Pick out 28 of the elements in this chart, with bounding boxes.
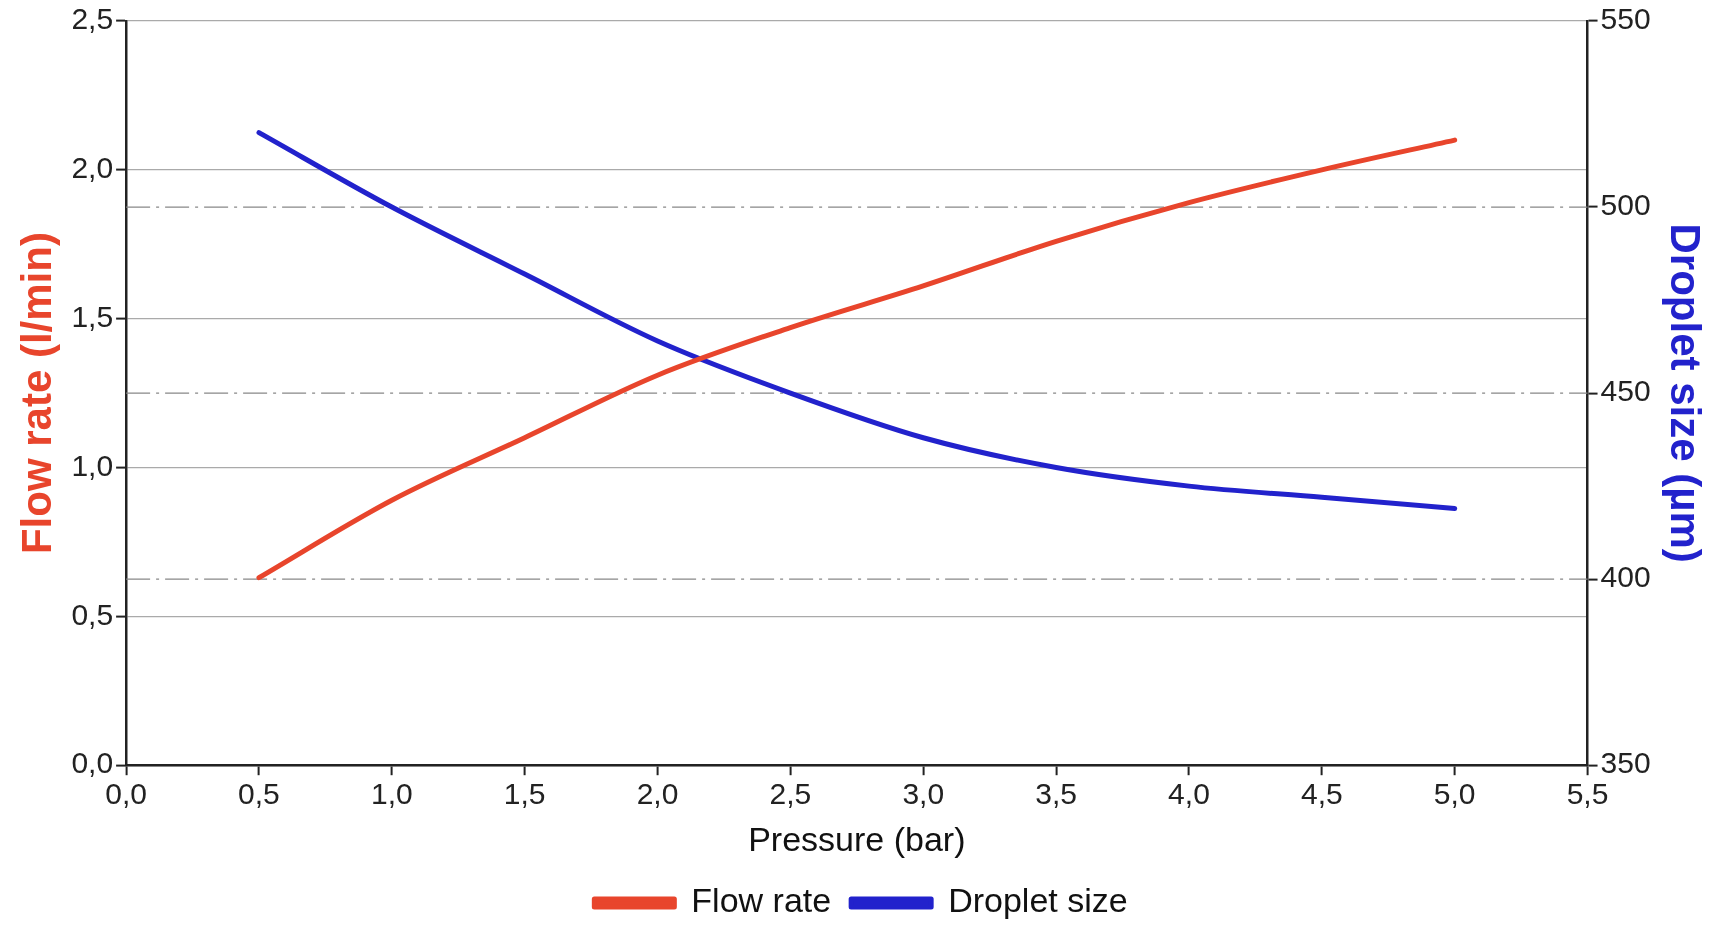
legend-label: Droplet size — [948, 881, 1128, 920]
y-tick-label: 2,5 — [71, 2, 114, 36]
legend-label: Flow rate — [691, 881, 832, 920]
x-tick-label: 3,0 — [902, 777, 945, 811]
x-tick-label: 4,5 — [1300, 777, 1343, 811]
y-tick-label: 2,0 — [71, 151, 114, 185]
x-tick-label: 1,5 — [503, 777, 546, 811]
x-tick-label: 4,0 — [1168, 777, 1210, 811]
y2-tick-label: 550 — [1600, 2, 1651, 36]
y2-tick-label: 450 — [1600, 374, 1651, 408]
x-tick-label: 5,5 — [1566, 777, 1609, 811]
x-tick-label: 1,0 — [370, 777, 413, 811]
y-tick-label: 0,5 — [71, 597, 114, 631]
x-tick-label: 0,0 — [105, 777, 147, 811]
y-tick-label: 1,5 — [71, 299, 114, 333]
y-axis-title: Flow rate (l/min) — [12, 232, 60, 555]
x-tick-label: 2,5 — [769, 777, 812, 811]
y2-tick-label: 500 — [1600, 188, 1651, 222]
y-tick-label: 1,0 — [71, 448, 114, 482]
y-tick-label: 0,0 — [71, 746, 114, 780]
x-tick-label: 3,5 — [1035, 777, 1077, 811]
x-axis-title: Pressure (bar) — [748, 819, 966, 858]
y2-tick-label: 350 — [1600, 746, 1651, 780]
y2-tick-label: 400 — [1600, 560, 1651, 594]
x-tick-label: 0,5 — [238, 777, 280, 811]
x-tick-label: 5,0 — [1433, 777, 1476, 811]
y2-axis-title: Droplet size (µm) — [1662, 223, 1710, 563]
x-tick-label: 2,0 — [636, 777, 679, 811]
